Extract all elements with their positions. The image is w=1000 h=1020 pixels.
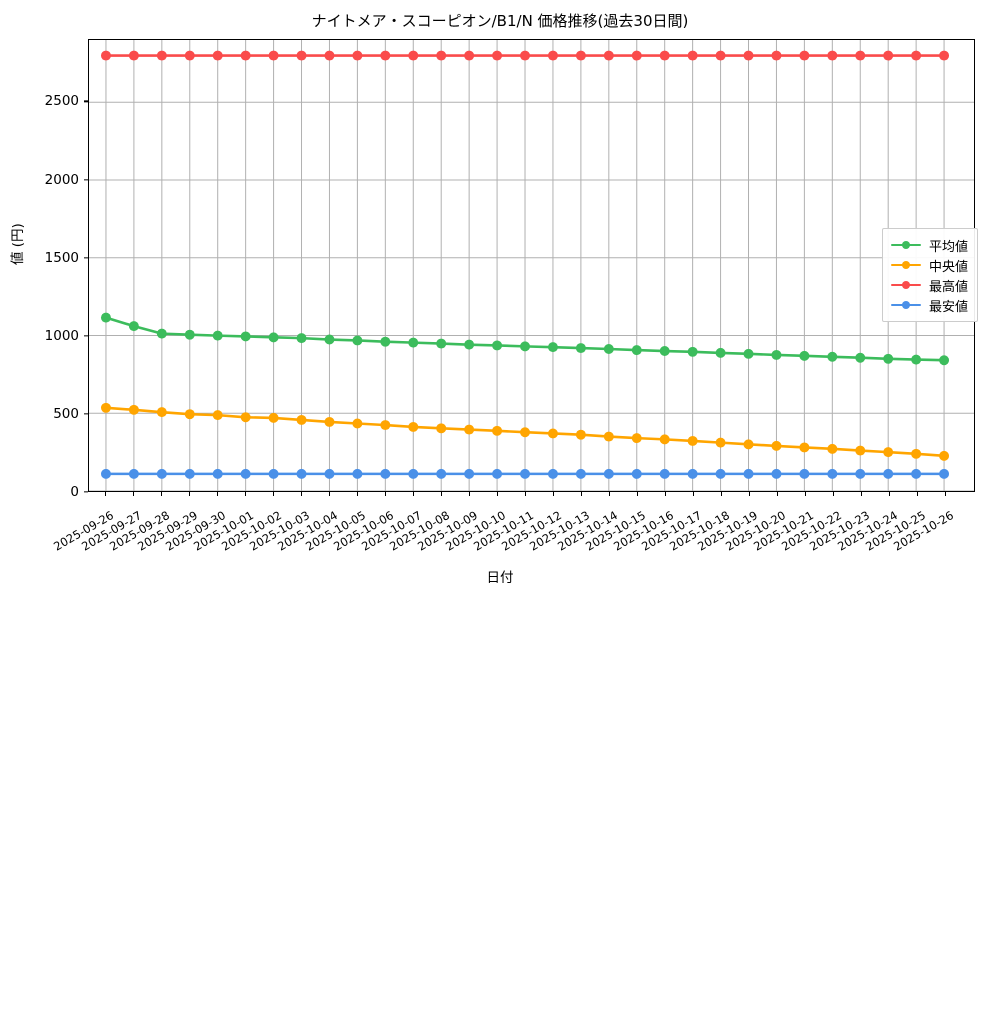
y-tick-mark (84, 178, 88, 181)
y-tick-label: 500 (53, 405, 79, 422)
x-tick-mark (664, 492, 666, 496)
plot-area (88, 39, 975, 492)
x-tick-mark (356, 492, 358, 496)
x-tick-mark (944, 492, 946, 496)
price-history-chart: ナイトメア・スコーピオン/B1/N 価格推移(過去30日間) 値 (円) 日付 … (0, 12, 1000, 590)
x-tick-mark (804, 492, 806, 496)
x-tick-mark (412, 492, 414, 496)
x-tick-mark (776, 492, 778, 496)
x-tick-mark (384, 492, 386, 496)
x-tick-mark (580, 492, 582, 496)
x-tick-mark (468, 492, 470, 496)
legend-item-3[interactable]: 最高値 (890, 275, 968, 295)
y-tick-mark (84, 335, 88, 337)
legend-marker-icon (890, 259, 921, 271)
y-tick-label: 2500 (44, 93, 79, 110)
legend-item-2[interactable]: 中央値 (890, 255, 968, 275)
x-tick-mark (832, 492, 834, 496)
y-tick-label: 1000 (44, 327, 79, 344)
x-tick-mark (720, 492, 722, 496)
x-tick-mark (160, 492, 162, 496)
legend-label: 最安値 (928, 299, 968, 315)
legend-marker-icon (890, 279, 921, 291)
x-axis-title: 日付 (486, 570, 514, 586)
x-tick-mark (300, 492, 302, 496)
y-axis-title: 値 (円) (10, 223, 26, 265)
x-tick-mark (860, 492, 862, 496)
y-tick-mark (84, 491, 88, 493)
legend-item-4[interactable]: 最安値 (890, 295, 968, 315)
x-tick-mark (636, 492, 638, 496)
chart-title: ナイトメア・スコーピオン/B1/N 価格推移(過去30日間) (311, 12, 689, 30)
x-tick-mark (188, 492, 190, 496)
y-tick-mark (84, 257, 88, 259)
x-tick-mark (524, 492, 526, 496)
x-tick-mark (608, 492, 610, 496)
legend-label: 最高値 (928, 279, 968, 295)
x-tick-mark (244, 492, 246, 496)
x-tick-mark (272, 492, 274, 496)
y-tick-label: 1500 (44, 249, 79, 266)
x-tick-mark (216, 492, 218, 496)
x-axis-tick-labels: 2025-09-26 2025-09-27 2025-09-28 2025-09-29… (0, 500, 1000, 590)
legend-label: 中央値 (928, 259, 968, 275)
x-tick-mark (916, 492, 918, 496)
y-tick-label: 0 (70, 484, 79, 500)
x-tick-mark (692, 492, 694, 496)
x-tick-mark (888, 492, 890, 496)
legend-label: 平均値 (928, 239, 968, 255)
x-tick-mark (328, 492, 330, 496)
y-tick-mark (84, 100, 88, 103)
series-lines (100, 50, 950, 479)
legend-marker-icon (890, 239, 921, 251)
x-tick-mark (440, 492, 442, 496)
x-tick-mark (104, 492, 106, 496)
x-tick-mark (552, 492, 554, 496)
x-tick-mark (132, 492, 134, 496)
x-tick-mark (748, 492, 750, 496)
x-tick-mark (496, 492, 498, 496)
y-tick-mark (84, 413, 88, 415)
legend-marker-icon (890, 299, 921, 311)
y-tick-label: 2000 (44, 171, 79, 188)
legend-item-1[interactable]: 平均値 (890, 235, 968, 255)
chart-legend[interactable]: 平均値中央値最高値最安値 (881, 228, 978, 322)
